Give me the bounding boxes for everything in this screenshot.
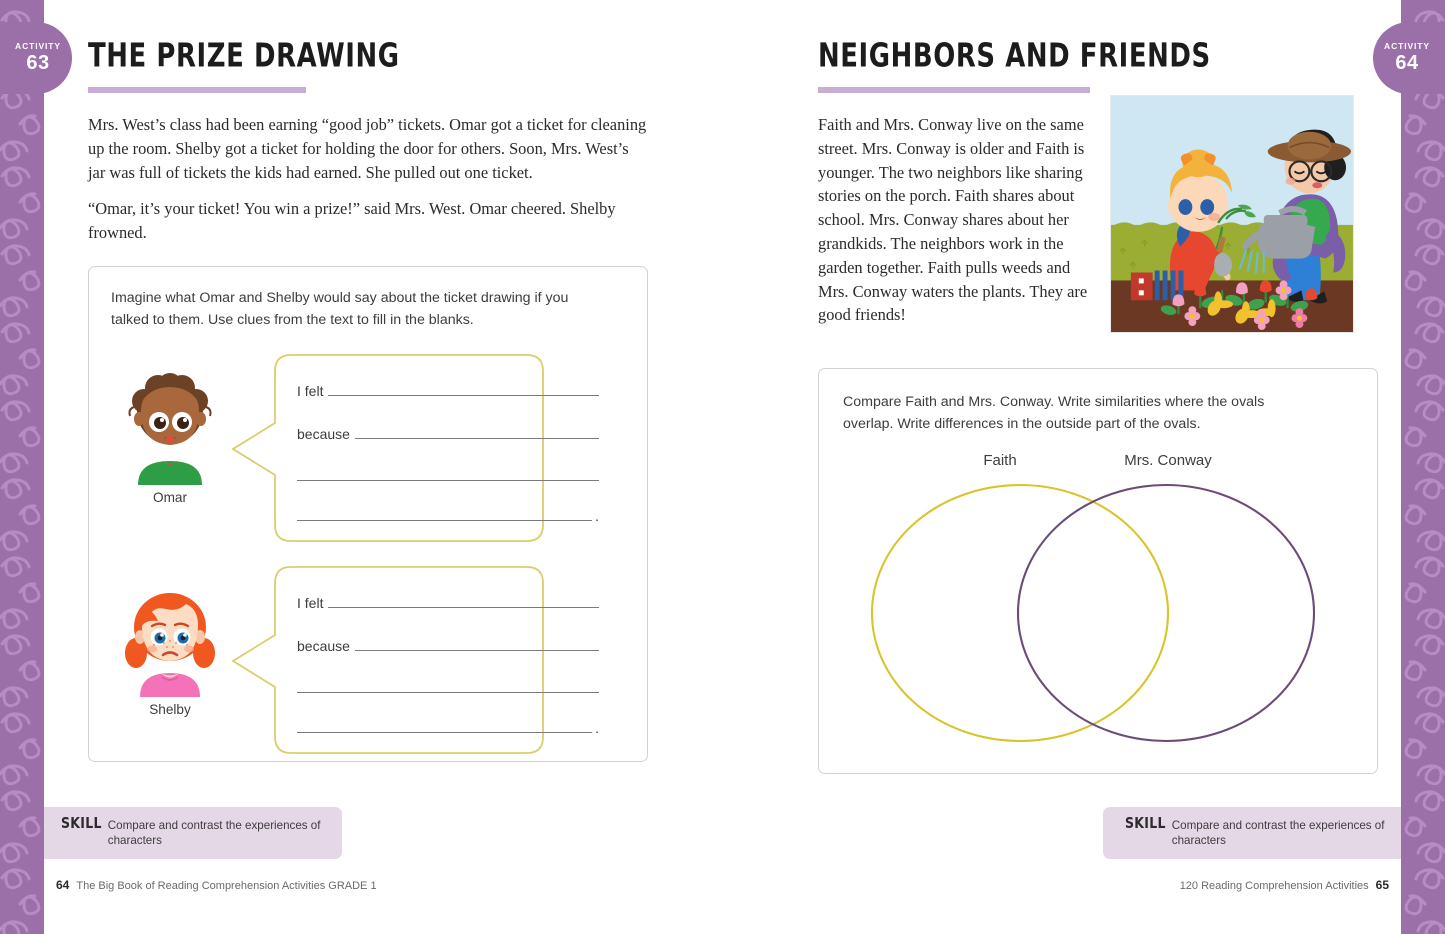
write-in-rule[interactable] bbox=[328, 596, 599, 608]
speech-bubble-shelby-fields: I felt because . bbox=[275, 565, 619, 755]
faith-figure bbox=[1130, 149, 1256, 301]
write-in-rule[interactable] bbox=[297, 469, 599, 481]
blank-line-final[interactable]: . bbox=[297, 508, 599, 524]
blank-line-continuation[interactable] bbox=[297, 681, 599, 693]
character-row-omar: Omar I felt because bbox=[111, 353, 625, 543]
shelby-avatar-icon bbox=[125, 592, 215, 697]
write-in-rule[interactable] bbox=[328, 384, 599, 396]
activity-badge-number: 64 bbox=[1395, 52, 1419, 74]
character-row-shelby: Shelby I felt because bbox=[111, 565, 625, 755]
skill-description: Compare and contrast the experiences of … bbox=[1171, 819, 1385, 847]
skill-banner-right: SKILL Compare and contrast the experienc… bbox=[1103, 807, 1401, 859]
mrs-conway-figure bbox=[1238, 129, 1351, 304]
page-title-right: NEIGHBORS AND FRIENDS bbox=[818, 37, 1211, 75]
venn-diagram: Faith Mrs. Conway bbox=[843, 443, 1353, 753]
blank-line-i-felt[interactable]: I felt bbox=[297, 383, 599, 399]
flower-bed bbox=[1160, 280, 1318, 331]
footer-right: 120 Reading Comprehension Activities 65 bbox=[1180, 878, 1389, 892]
character-shelby: Shelby bbox=[111, 565, 229, 717]
blossom bbox=[1184, 306, 1201, 327]
activity-badge-64: ACTIVITY 64 bbox=[1373, 22, 1445, 94]
blank-line-i-felt[interactable]: I felt bbox=[297, 595, 599, 611]
title-underline-right bbox=[818, 87, 1090, 93]
story-paragraph: Mrs. West’s class had been earning “good… bbox=[88, 115, 647, 182]
venn-oval-mrs-conway[interactable] bbox=[1016, 483, 1316, 743]
blank-line-final[interactable]: . bbox=[297, 720, 599, 736]
worksheet-box-right: Compare Faith and Mrs. Conway. Write sim… bbox=[818, 368, 1378, 774]
story-text-right: Faith and Mrs. Conway live on the same s… bbox=[818, 113, 1104, 327]
footer-title-left: The Big Book of Reading Comprehension Ac… bbox=[76, 880, 377, 892]
write-in-rule[interactable] bbox=[354, 639, 599, 651]
left-page: THE PRIZE DRAWING Mrs. West’s class had … bbox=[88, 0, 648, 934]
story-paragraph: “Omar, it’s your ticket! You win a prize… bbox=[88, 199, 616, 243]
right-page: NEIGHBORS AND FRIENDS Faith and Mrs. Con… bbox=[818, 0, 1378, 934]
speech-bubble-shelby: I felt because . bbox=[229, 565, 625, 755]
write-in-rule[interactable] bbox=[297, 509, 593, 521]
skill-keyword: SKILL bbox=[1125, 813, 1166, 832]
footer-left: 64 The Big Book of Reading Comprehension… bbox=[56, 878, 377, 892]
page-title-left: THE PRIZE DRAWING bbox=[88, 37, 400, 75]
character-omar: Omar bbox=[111, 353, 229, 505]
blank-line-continuation[interactable] bbox=[297, 469, 599, 481]
activity-badge-word: ACTIVITY bbox=[1384, 41, 1430, 51]
omar-avatar-icon bbox=[128, 372, 212, 485]
worksheet-box-left: Imagine what Omar and Shelby would say a… bbox=[88, 265, 648, 762]
decorative-edge-band-right bbox=[1401, 0, 1445, 934]
garden-illustration bbox=[1110, 95, 1356, 335]
story-illustration-row: Faith and Mrs. Conway live on the same s… bbox=[818, 93, 1378, 335]
worksheet-prompt-left: Imagine what Omar and Shelby would say a… bbox=[111, 289, 569, 328]
garden-scene-illustration-icon bbox=[1110, 95, 1354, 333]
story-text-left: Mrs. West’s class had been earning “good… bbox=[88, 113, 648, 245]
blank-line-because[interactable]: because bbox=[297, 426, 599, 442]
venn-label-right: Mrs. Conway bbox=[1124, 452, 1212, 469]
blank-label: because bbox=[297, 425, 350, 442]
page-number-right: 65 bbox=[1375, 878, 1389, 892]
blank-period: . bbox=[595, 507, 599, 524]
title-underline-left bbox=[88, 87, 306, 93]
speech-bubble-omar-fields: I felt because . bbox=[275, 353, 619, 543]
write-in-rule[interactable] bbox=[297, 681, 599, 693]
write-in-rule[interactable] bbox=[297, 721, 593, 733]
skill-keyword: SKILL bbox=[61, 813, 102, 832]
character-name-omar: Omar bbox=[153, 489, 187, 505]
story-paragraph: Faith and Mrs. Conway live on the same s… bbox=[818, 115, 1088, 325]
speech-bubble-shape bbox=[231, 354, 544, 542]
venn-label-left: Faith bbox=[983, 452, 1016, 469]
blank-line-because[interactable]: because bbox=[297, 638, 599, 654]
speech-bubble-omar: I felt because . bbox=[229, 353, 625, 543]
skill-banner-left: SKILL Compare and contrast the experienc… bbox=[44, 807, 342, 859]
decorative-edge-band-left bbox=[0, 0, 44, 934]
page-number-left: 64 bbox=[56, 878, 70, 892]
blank-label: I felt bbox=[297, 382, 324, 399]
activity-badge-number: 63 bbox=[26, 52, 50, 74]
character-name-shelby: Shelby bbox=[149, 701, 191, 717]
blank-label: because bbox=[297, 637, 350, 654]
venn-diagram-svg[interactable]: Faith Mrs. Conway bbox=[848, 443, 1348, 753]
worksheet-prompt-right: Compare Faith and Mrs. Conway. Write sim… bbox=[843, 394, 1265, 432]
write-in-rule[interactable] bbox=[354, 427, 599, 439]
venn-oval-faith[interactable] bbox=[870, 483, 1170, 743]
activity-badge-word: ACTIVITY bbox=[15, 41, 61, 51]
footer-title-right: 120 Reading Comprehension Activities bbox=[1179, 880, 1369, 892]
blank-label: I felt bbox=[297, 594, 324, 611]
speech-bubble-shape bbox=[231, 566, 544, 754]
blank-period: . bbox=[595, 719, 599, 736]
skill-description: Compare and contrast the experiences of … bbox=[107, 819, 321, 847]
activity-badge-63: ACTIVITY 63 bbox=[0, 22, 72, 94]
